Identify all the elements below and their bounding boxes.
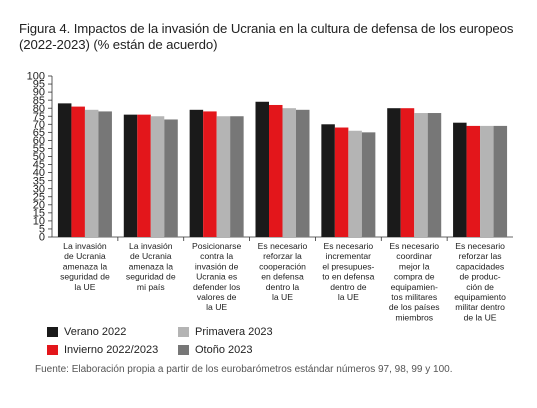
y-tick-label: 90 — [33, 87, 45, 99]
x-category-label: Es necesario reforzar las capacidades de pr… — [454, 241, 506, 322]
legend-item-verano: Verano 2022 — [47, 326, 126, 338]
y-tick-label: 45 — [33, 159, 45, 171]
y-tick-label: 25 — [33, 191, 45, 203]
bar-primavera — [414, 113, 428, 237]
x-category-label: La invasión de Ucrania amenaza la seguridad… — [60, 241, 110, 292]
y-tick-label: 10 — [33, 216, 45, 228]
y-tick-label: 60 — [33, 135, 45, 147]
legend-label-primavera: Primavera 2023 — [195, 326, 273, 338]
legend-swatch-otono — [178, 345, 189, 355]
bar-primavera — [216, 116, 231, 237]
bar-otono — [427, 113, 442, 237]
bar-invierno — [334, 127, 349, 237]
legend-label-invierno: Invierno 2022/2023 — [64, 344, 159, 356]
y-tick-label: 50 — [33, 151, 45, 163]
bar-chart: 0510152025303540455055606570758085909510… — [27, 71, 513, 322]
source-note: Fuente: Elaboración propia a partir de l… — [35, 364, 453, 375]
bar-verano — [123, 114, 138, 237]
y-tick-label: 85 — [33, 95, 45, 107]
legend-label-verano: Verano 2022 — [64, 326, 127, 338]
legend-swatch-verano — [47, 327, 58, 337]
y-tick-label: 30 — [33, 183, 45, 195]
bar-primavera — [282, 108, 296, 237]
y-tick-label: 55 — [33, 143, 45, 155]
y-tick-label: 40 — [33, 167, 45, 179]
bar-primavera — [150, 116, 165, 237]
bar-primavera — [480, 125, 494, 237]
x-category-label: Es necesario reforzar la cooperación en def… — [258, 241, 308, 302]
bar-invierno — [400, 108, 415, 237]
legend-swatch-invierno — [47, 345, 58, 355]
y-tick-label: 95 — [33, 79, 45, 91]
bar-verano — [189, 109, 204, 237]
x-category-label: Es necesario incrementar el presupues-to e… — [322, 241, 374, 302]
y-tick-label: 80 — [33, 103, 45, 115]
y-tick-label: 100 — [27, 71, 45, 83]
y-tick-label: 65 — [33, 127, 45, 139]
bar-verano — [453, 122, 467, 237]
y-tick-label: 70 — [33, 119, 45, 131]
legend-label-otono: Otoño 2023 — [195, 344, 253, 356]
bar-verano — [255, 101, 269, 237]
bar-verano — [321, 124, 335, 237]
legend-item-invierno: Invierno 2022/2023 — [47, 344, 158, 356]
bar-verano — [387, 108, 401, 237]
bar-otono — [98, 111, 112, 237]
bar-invierno — [137, 114, 151, 237]
legend-item-otono: Otoño 2023 — [178, 344, 253, 356]
chart-legend: Verano 2022 Primavera 2023 Invierno 2022… — [47, 322, 347, 362]
x-category-label: Es necesario coordinar mejor la compra de eq… — [389, 241, 440, 322]
y-tick-label: 75 — [33, 111, 45, 123]
bar-invierno — [203, 111, 217, 237]
bar-otono — [230, 116, 244, 237]
legend-item-primavera: Primavera 2023 — [178, 326, 273, 338]
bar-invierno — [466, 125, 481, 237]
x-category-label: Posicionarse contra la invasión de Ucrania … — [192, 241, 241, 312]
bar-verano — [57, 103, 72, 238]
legend-swatch-primavera — [178, 327, 189, 337]
chart-title: Figura 4. Impactos de la invasión de Ucr… — [19, 21, 514, 52]
bar-otono — [361, 132, 376, 237]
bar-otono — [296, 109, 310, 237]
y-tick-label: 5 — [39, 224, 45, 236]
bar-otono — [493, 125, 508, 237]
y-tick-label: 0 — [39, 232, 45, 244]
y-tick-label: 35 — [33, 175, 45, 187]
bar-invierno — [71, 106, 85, 237]
y-tick-label: 20 — [33, 199, 45, 211]
bar-primavera — [84, 109, 99, 237]
x-category-label: La invasión de Ucrania amenaza la seguridad… — [126, 241, 176, 292]
bar-otono — [164, 119, 178, 237]
bar-primavera — [348, 130, 362, 237]
y-tick-label: 15 — [33, 207, 45, 219]
bar-invierno — [269, 104, 283, 237]
